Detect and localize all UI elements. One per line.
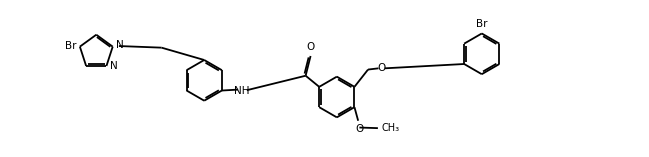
Text: CH₃: CH₃ bbox=[382, 123, 400, 133]
Text: O: O bbox=[378, 63, 386, 73]
Text: O: O bbox=[355, 125, 363, 134]
Text: O: O bbox=[306, 42, 315, 52]
Text: N: N bbox=[116, 40, 123, 50]
Text: Br: Br bbox=[65, 41, 76, 51]
Text: Br: Br bbox=[476, 19, 487, 29]
Text: NH: NH bbox=[234, 87, 250, 96]
Text: N: N bbox=[110, 61, 117, 71]
